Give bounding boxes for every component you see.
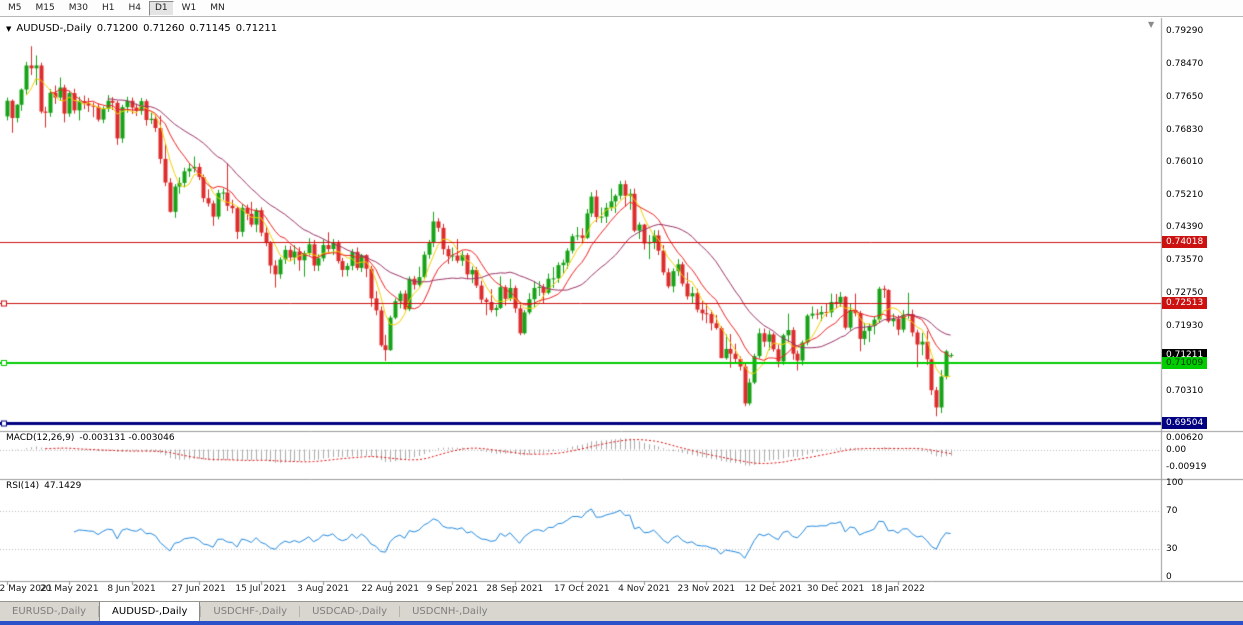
symbol-tab-usdcad-daily[interactable]: USDCAD-,Daily [312, 606, 388, 617]
macd-axis-label: 0.00620 [1166, 432, 1204, 443]
time-axis-label: 28 Sep 2021 [486, 584, 544, 594]
tab-separator [98, 606, 100, 617]
rsi-axis-label: 0 [1166, 572, 1172, 582]
hline-price-tag: 0.71009 [1162, 356, 1208, 369]
hline-price-tag: 0.72513 [1162, 296, 1208, 309]
rsi-name: RSI(14) [6, 481, 40, 491]
price-axis-label: 0.72750 [1166, 288, 1204, 299]
macd-name: MACD(12,26,9) [6, 433, 75, 443]
symbol-tab-usdchf-daily[interactable]: USDCHF-,Daily [213, 606, 288, 617]
tab-separator [399, 606, 401, 617]
rsi-axis-label: 70 [1166, 506, 1178, 517]
time-axis-label: 20 May 2021 [39, 584, 99, 594]
price-axis-label: 0.74390 [1166, 222, 1204, 233]
time-axis-label: 22 Aug 2021 [361, 584, 420, 594]
rsi-axis-label: 100 [1166, 478, 1184, 488]
ohlc-open: 0.71200 [96, 23, 139, 34]
chart-scroll-icon[interactable]: ▼ [1148, 20, 1155, 29]
hline-price-tag: 0.74018 [1162, 236, 1208, 249]
time-axis-label: 23 Nov 2021 [677, 584, 736, 594]
symbol-tab-usdcnh-daily[interactable]: USDCNH-,Daily [412, 606, 488, 617]
macd-axis-label: -0.00919 [1166, 461, 1207, 472]
chart-ohlc-header: ▼ AUDUSD-,Daily 0.71200 0.71260 0.71145 … [6, 23, 277, 34]
price-axis-label: 0.73570 [1166, 255, 1204, 266]
chart-tab-bar: EURUSD-,Daily AUDUSD-,Daily USDCHF-,Daily U… [0, 601, 1243, 621]
time-axis-label: 17 Oct 2021 [553, 584, 610, 594]
time-axis-label: 8 Jun 2021 [107, 584, 156, 594]
ohlc-high: 0.71260 [143, 23, 185, 34]
macd-values: -0.003131 -0.003046 [79, 433, 175, 443]
tab-separator [299, 606, 301, 617]
price-axis-label: 0.76830 [1166, 124, 1204, 135]
time-axis-label: 2 May 2021 [0, 584, 53, 594]
price-axis-label: 0.75210 [1166, 189, 1204, 200]
macd-indicator-label: MACD(12,26,9) -0.003131 -0.003046 [6, 433, 175, 443]
rsi-indicator-label: RSI(14) 47.1429 [6, 481, 81, 491]
rsi-value: 47.1429 [44, 481, 82, 491]
time-axis-label: 3 Aug 2021 [297, 584, 350, 594]
macd-axis-label: 0.00 [1166, 444, 1187, 455]
hline-price-tag: 0.69504 [1162, 417, 1208, 430]
window-bottom-strip [0, 621, 1243, 625]
time-axis-label: 15 Jul 2021 [235, 584, 287, 594]
time-axis-label: 12 Dec 2021 [744, 584, 803, 594]
timeframe-button-h4[interactable]: H4 [128, 2, 141, 13]
symbol-tab-eurusd-daily[interactable]: EURUSD-,Daily [12, 606, 87, 617]
chart-symbol-period: AUDUSD-,Daily [16, 23, 92, 34]
time-axis-label: 18 Jan 2022 [870, 584, 925, 594]
ohlc-close: 0.71211 [235, 23, 278, 34]
ohlc-low: 0.71145 [189, 23, 231, 34]
price-axis-label: 0.77650 [1166, 91, 1204, 102]
timeframe-button-h1[interactable]: H1 [101, 2, 115, 13]
price-axis-label: 0.79290 [1166, 26, 1204, 36]
time-axis-label: 9 Sep 2021 [426, 584, 479, 594]
time-axis-label: 30 Dec 2021 [806, 584, 865, 594]
timeframe-toolbar: M5 M15 M30 H1 H4 D1 W1 MN [0, 0, 1243, 17]
price-axis-label: 0.78470 [1166, 58, 1204, 69]
price-axis-label: 0.71930 [1166, 321, 1204, 332]
timeframe-button-w1[interactable]: W1 [181, 2, 197, 13]
timeframe-button-d1[interactable]: D1 [148, 0, 174, 16]
timeframe-button-m15[interactable]: M15 [35, 2, 55, 13]
timeframe-button-m30[interactable]: M30 [68, 2, 88, 13]
rsi-axis-label: 30 [1166, 543, 1178, 554]
symbol-tab-audusd-daily[interactable]: AUDUSD-,Daily [99, 602, 201, 621]
timeframe-button-m5[interactable]: M5 [8, 2, 22, 13]
chart-dropdown-icon[interactable]: ▼ [6, 24, 12, 33]
price-axis-label: 0.76010 [1166, 157, 1204, 168]
timeframe-button-mn[interactable]: MN [210, 2, 225, 13]
time-axis-label: 4 Nov 2021 [618, 584, 671, 594]
price-axis-label: 0.70310 [1166, 385, 1204, 396]
tab-separator [200, 606, 202, 617]
time-axis-label: 27 Jun 2021 [171, 584, 226, 594]
